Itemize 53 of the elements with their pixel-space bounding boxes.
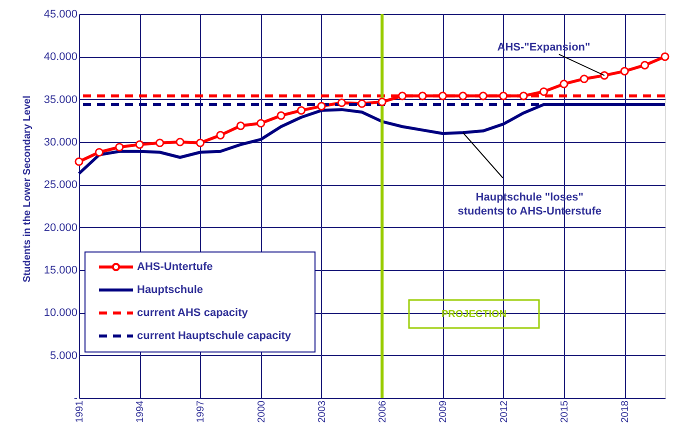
x-tick-label: 2003	[316, 400, 328, 423]
y-tick-label: 20.000	[44, 222, 78, 234]
point	[660, 52, 670, 61]
x-tick-label: 2015	[559, 400, 570, 423]
point	[418, 92, 427, 100]
point	[560, 80, 568, 88]
y-tick-label: 25.000	[44, 179, 78, 192]
point	[398, 92, 407, 100]
point	[640, 60, 650, 70]
point	[74, 157, 84, 166]
y-tick-label: 15.000	[44, 264, 78, 276]
point	[337, 98, 346, 108]
point	[458, 92, 468, 100]
point	[296, 106, 306, 115]
point	[176, 138, 184, 146]
point	[378, 98, 386, 106]
y-tick-label: 35.000	[44, 94, 78, 106]
y-tick-label: 5.000	[50, 350, 78, 362]
point	[196, 138, 205, 148]
legend-label: current AHS capacity	[137, 307, 249, 319]
x-tick-label: 1994	[135, 400, 146, 423]
point	[499, 92, 508, 100]
point	[135, 140, 144, 149]
point	[539, 87, 548, 96]
point	[216, 130, 225, 140]
x-tick-label: 2009	[438, 400, 450, 423]
x-tick-label: 1997	[196, 400, 207, 423]
x-tick-label: 1991	[74, 400, 86, 423]
legend-label: Hauptschule	[137, 284, 204, 296]
x-tick-label: 2018	[620, 400, 632, 423]
point	[94, 148, 104, 157]
point	[438, 92, 448, 100]
point	[317, 102, 326, 110]
point	[115, 142, 124, 152]
point	[156, 138, 164, 148]
x-tick-label: 2012	[498, 400, 510, 423]
legend-label: AHS-Untertufe	[137, 261, 213, 273]
point	[358, 99, 366, 108]
point	[236, 122, 245, 130]
point	[580, 74, 588, 84]
y-tick-label: 30.000	[44, 136, 78, 148]
y-tick-label: 10.000	[44, 307, 78, 320]
legend-label: current Hauptschule capacity	[137, 330, 292, 342]
y-axis-title: Students in the Lower Secondary Level	[22, 95, 33, 282]
point	[276, 111, 286, 120]
point	[478, 92, 488, 100]
point	[620, 66, 629, 76]
point	[519, 92, 528, 100]
point	[256, 118, 266, 128]
y-tick-label: 40.000	[44, 51, 78, 64]
y-tick-label: 45.000	[44, 8, 78, 20]
x-tick-label: 2006	[378, 400, 389, 423]
x-tick-label: 2000	[256, 400, 268, 423]
